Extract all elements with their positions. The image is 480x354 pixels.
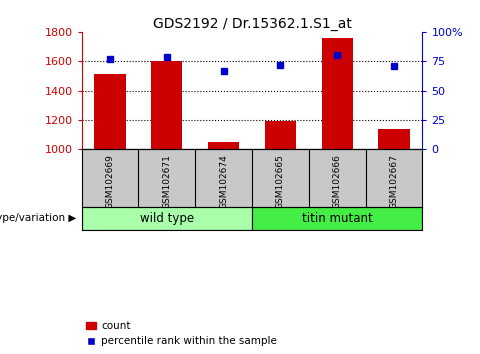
Text: GSM102674: GSM102674 [219, 154, 228, 209]
Bar [82, 207, 252, 230]
Text: wild type: wild type [140, 212, 194, 225]
Bar [252, 207, 422, 230]
Bar [95, 74, 126, 149]
Text: GSM102666: GSM102666 [333, 154, 342, 209]
Text: genotype/variation ▶: genotype/variation ▶ [0, 213, 77, 223]
Bar [322, 38, 353, 149]
Title: GDS2192 / Dr.15362.1.S1_at: GDS2192 / Dr.15362.1.S1_at [153, 17, 351, 31]
Bar [151, 61, 182, 149]
Bar [378, 129, 409, 149]
Legend: count, percentile rank within the sample: count, percentile rank within the sample [82, 317, 281, 350]
Text: GSM102665: GSM102665 [276, 154, 285, 209]
Bar [265, 121, 296, 149]
Text: GSM102669: GSM102669 [106, 154, 115, 209]
Text: GSM102667: GSM102667 [389, 154, 398, 209]
Bar [208, 142, 239, 149]
Text: titin mutant: titin mutant [302, 212, 372, 225]
Text: GSM102671: GSM102671 [162, 154, 171, 209]
